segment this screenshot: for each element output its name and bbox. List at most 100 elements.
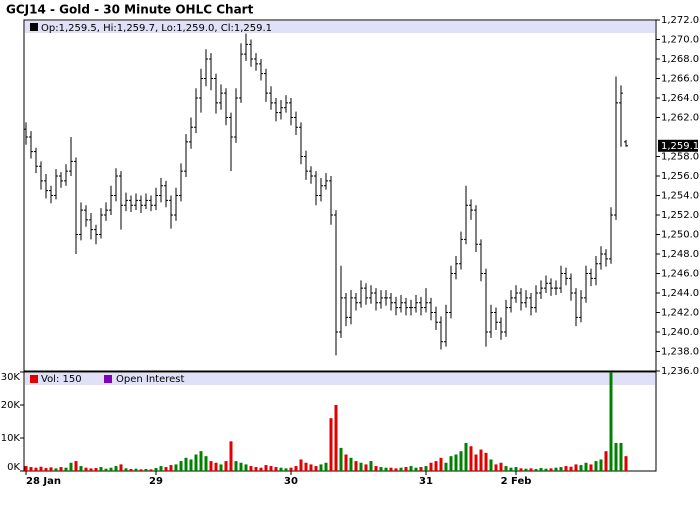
volume-bar: [24, 466, 28, 471]
volume-bar: [309, 464, 313, 471]
volume-bar: [384, 467, 388, 471]
y-tick-label: 1,252.0: [661, 210, 699, 221]
chart-title: GCJ14 - Gold - 30 Minute OHLC Chart: [6, 3, 254, 17]
volume-bar: [114, 466, 118, 471]
volume-bar: [454, 454, 458, 471]
volume-bar: [289, 467, 293, 471]
volume-bar: [104, 468, 108, 471]
volume-bar: [204, 456, 208, 471]
volume-bar: [609, 372, 613, 471]
y-tick-label: 1,270.0: [661, 35, 699, 46]
volume-bar: [254, 467, 258, 471]
y-tick-label: 1,248.0: [661, 249, 699, 260]
volume-bar: [179, 461, 183, 471]
volume-bar: [329, 418, 333, 471]
y-tick-label: 1,266.0: [661, 74, 699, 85]
volume-bar: [164, 467, 168, 471]
volume-bar: [504, 466, 508, 471]
volume-bar: [344, 454, 348, 471]
y-tick-label: 1,238.0: [661, 347, 699, 358]
volume-bar: [79, 466, 83, 471]
y-tick-label: 1,250.0: [661, 230, 699, 241]
volume-bar: [99, 467, 103, 471]
x-tick-label: 2 Feb: [501, 476, 532, 487]
volume-bar: [414, 467, 418, 471]
volume-bar: [169, 465, 173, 471]
legend-band: [25, 373, 655, 385]
volume-bar: [549, 468, 553, 471]
volume-bar: [339, 447, 343, 471]
volume-bar: [359, 462, 363, 471]
volume-bar: [374, 466, 378, 471]
volume-bar: [519, 468, 523, 471]
volume-bar: [544, 468, 548, 471]
volume-bar: [69, 462, 73, 471]
legend-swatch: [30, 23, 38, 31]
volume-bar: [449, 456, 453, 471]
volume-bar: [84, 467, 88, 471]
volume-bar: [569, 466, 573, 471]
volume-bar: [274, 467, 278, 471]
volume-bar: [364, 464, 368, 471]
volume-bar: [399, 467, 403, 471]
volume-bar: [564, 466, 568, 471]
volume-bar: [314, 466, 318, 471]
volume-bar: [294, 466, 298, 471]
volume-bar: [194, 454, 198, 471]
volume-bar: [269, 466, 273, 471]
volume-bar: [334, 405, 338, 471]
volume-bar: [534, 469, 538, 471]
volume-bar: [559, 467, 563, 471]
volume-bar: [189, 459, 193, 471]
y-tick-label: 1,244.0: [661, 288, 699, 299]
volume-bar: [539, 468, 543, 471]
volume-bar: [324, 462, 328, 471]
volume-bar: [224, 461, 228, 471]
volume-bar: [444, 462, 448, 471]
y-tick-label: 1,256.0: [661, 171, 699, 182]
volume-bar: [159, 466, 163, 471]
volume-bar: [149, 469, 153, 471]
open-interest-legend: Open Interest: [116, 374, 185, 385]
volume-bar: [529, 468, 533, 471]
volume-bar: [584, 462, 588, 471]
y-tick-label: 1,246.0: [661, 269, 699, 280]
volume-bar: [379, 467, 383, 471]
legend-swatch: [104, 375, 112, 383]
y-tick-label: 1,262.0: [661, 113, 699, 124]
volume-bar: [369, 461, 373, 471]
volume-bar: [199, 451, 203, 471]
volume-bar: [304, 462, 308, 471]
volume-bar: [219, 464, 223, 471]
y-tick-label: 1,236.0: [661, 366, 699, 377]
volume-bar: [259, 467, 263, 471]
volume-bar: [34, 467, 38, 471]
volume-bar: [184, 457, 188, 471]
x-tick-label: 29: [149, 476, 163, 487]
volume-bar: [239, 462, 243, 471]
volume-bar: [29, 467, 33, 471]
x-tick-label: 31: [419, 476, 433, 487]
volume-bar: [354, 461, 358, 471]
volume-bar: [474, 454, 478, 471]
volume-bar: [284, 468, 288, 471]
volume-bar: [174, 464, 178, 471]
volume-bar: [119, 464, 123, 471]
y-tick-label: 1,268.0: [661, 54, 699, 65]
x-tick-label: 28 Jan: [26, 476, 61, 487]
volume-bar: [404, 467, 408, 471]
volume-bar: [279, 467, 283, 471]
y-tick-label: 1,264.0: [661, 93, 699, 104]
volume-bar: [234, 461, 238, 471]
volume-bar: [579, 465, 583, 471]
legend-swatch: [30, 375, 38, 383]
y-tick-label: 1,240.0: [661, 327, 699, 338]
y-tick-label: 1,254.0: [661, 191, 699, 202]
volume-bar: [409, 466, 413, 471]
volume-bar: [299, 459, 303, 471]
legend-band: [25, 21, 655, 33]
volume-bar: [74, 461, 78, 471]
y-tick-label: 1,258.0: [661, 152, 699, 163]
volume-bar: [349, 457, 353, 471]
volume-bar: [109, 467, 113, 471]
